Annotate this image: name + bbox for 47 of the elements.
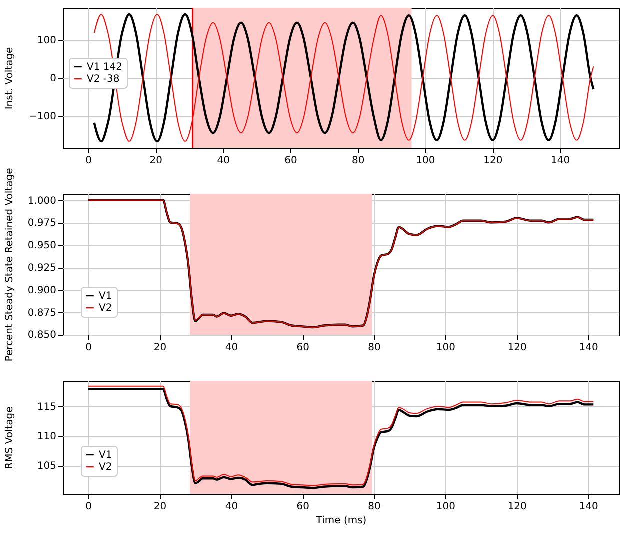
x-tick-label: 120 xyxy=(508,502,527,512)
y-tick-label: 0.950 xyxy=(28,240,56,252)
x-tick-label: 40 xyxy=(217,156,230,166)
legend-label: V2 xyxy=(99,462,112,473)
x-tick-label: 60 xyxy=(284,156,298,166)
y-tick-label: 100 xyxy=(37,35,56,46)
y-tick-label: 0.975 xyxy=(28,218,56,230)
x-tick-label: 140 xyxy=(550,156,570,166)
y-tick-label: 0.850 xyxy=(28,330,56,342)
x-tick-label: 0 xyxy=(86,342,92,354)
y-tick-label: 105 xyxy=(37,461,56,472)
y-tick-label: −100 xyxy=(29,112,56,123)
x-tick-label: 0 xyxy=(86,502,92,512)
x-tick-label: 0 xyxy=(86,156,92,166)
y-axis-title: Percent Steady State Retained Voltage xyxy=(4,168,16,362)
y-tick-label: 110 xyxy=(37,432,56,443)
y-axis-title: RMS Voltage xyxy=(4,406,16,470)
legend-label: V1 142 xyxy=(87,62,122,73)
x-tick-label: 100 xyxy=(436,502,456,512)
legend-label: V1 xyxy=(99,291,112,302)
x-tick-label: 40 xyxy=(225,342,238,354)
x-tick-label: 20 xyxy=(154,342,167,354)
x-tick-label: 140 xyxy=(579,502,598,512)
x-tick-label: 20 xyxy=(150,156,163,166)
x-tick-label: 140 xyxy=(579,342,598,354)
legend-label: V1 xyxy=(99,450,112,461)
y-tick-label: 0 xyxy=(50,74,56,84)
y-tick-label: 115 xyxy=(37,402,56,413)
x-tick-label: 120 xyxy=(484,156,503,166)
x-tick-label: 100 xyxy=(416,156,436,166)
x-tick-label: 100 xyxy=(436,342,456,354)
x-tick-label: 80 xyxy=(368,342,381,354)
x-tick-label: 20 xyxy=(154,502,167,512)
legend-label: V2 -38 xyxy=(87,74,120,85)
x-tick-label: 120 xyxy=(508,342,527,354)
y-axis-title: Inst. Voltage xyxy=(4,47,16,110)
y-tick-label: 1.000 xyxy=(28,196,56,207)
y-tick-label: 0.875 xyxy=(28,308,56,319)
x-tick-label: 80 xyxy=(368,502,381,512)
x-axis-title: Time (ms) xyxy=(315,516,367,526)
legend-label: V2 xyxy=(99,303,112,314)
y-tick-label: 0.900 xyxy=(28,285,56,296)
x-tick-label: 60 xyxy=(296,502,310,512)
y-tick-label: 0.925 xyxy=(28,263,56,274)
x-tick-label: 80 xyxy=(352,156,365,166)
x-tick-label: 60 xyxy=(296,342,310,354)
x-tick-label: 40 xyxy=(225,502,238,512)
